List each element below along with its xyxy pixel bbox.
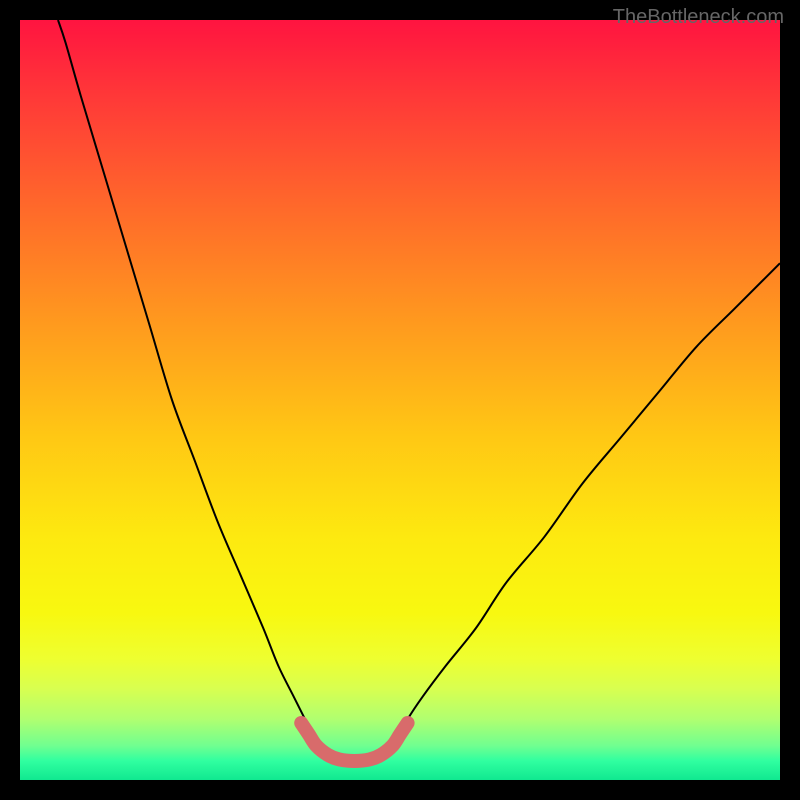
curves-layer <box>20 20 780 780</box>
right-curve <box>400 263 780 734</box>
left-curve <box>58 20 313 734</box>
chart-area <box>20 20 780 780</box>
watermark-text: TheBottleneck.com <box>613 6 784 29</box>
bottom-hump <box>301 723 407 761</box>
